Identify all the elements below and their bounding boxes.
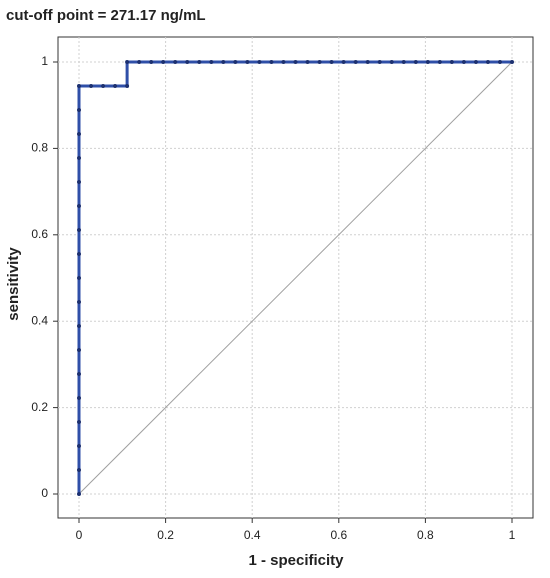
roc-point [185, 60, 190, 64]
roc-point [77, 107, 81, 112]
roc-point [77, 276, 81, 280]
roc-point [209, 60, 214, 64]
y-tick-label: 0.2 [31, 400, 48, 414]
roc-point [77, 371, 81, 376]
roc-point [257, 60, 262, 64]
roc-point [77, 84, 81, 89]
y-tick-label: 0.6 [31, 227, 48, 241]
roc-point [510, 60, 514, 64]
x-tick-label: 0.6 [330, 528, 347, 542]
roc-point [461, 60, 466, 64]
roc-point [425, 60, 430, 64]
roc-point [125, 60, 130, 64]
x-axis-label: 1 - specificity [248, 552, 344, 569]
reference-line [78, 61, 513, 495]
roc-point [77, 419, 81, 424]
roc-point [485, 60, 490, 64]
x-tick-label: 0.2 [157, 528, 174, 542]
y-axis-label: sensitivity [5, 247, 22, 321]
roc-point [389, 60, 394, 64]
roc-point [245, 60, 250, 64]
roc-point [101, 84, 106, 89]
roc-point [77, 492, 81, 496]
roc-point [137, 60, 142, 64]
roc-point [353, 60, 358, 64]
roc-point [365, 60, 370, 64]
roc-point [341, 60, 346, 64]
roc-point [77, 467, 81, 472]
roc-point [281, 60, 286, 64]
roc-point [473, 60, 478, 64]
roc-point [197, 60, 202, 64]
roc-point [293, 60, 298, 64]
roc-point [497, 60, 502, 64]
roc-point [113, 84, 118, 89]
y-tick-label: 0.8 [31, 141, 48, 155]
x-tick-label: 0.4 [244, 528, 261, 542]
roc-point [77, 203, 81, 208]
roc-point [77, 323, 81, 328]
roc-point [125, 84, 130, 89]
y-tick-label: 0.4 [31, 313, 48, 327]
roc-point [77, 155, 81, 160]
roc-point [89, 84, 94, 89]
x-tick-label: 1 [509, 528, 516, 542]
roc-point [77, 228, 81, 233]
roc-point [161, 60, 166, 64]
y-tick-label: 1 [41, 54, 48, 68]
roc-point [449, 60, 454, 64]
chart-title: cut-off point = 271.17 ng/mL [6, 7, 206, 24]
roc-point [77, 132, 81, 137]
roc-point [413, 60, 418, 64]
roc-point [233, 60, 238, 64]
roc-point [77, 444, 81, 449]
roc-point [401, 60, 406, 64]
roc-point [377, 60, 382, 64]
roc-point [77, 396, 81, 401]
y-tick-label: 0 [41, 486, 48, 500]
roc-point [77, 300, 81, 305]
x-tick-label: 0 [76, 528, 83, 542]
roc-point [149, 60, 154, 64]
roc-point [269, 60, 274, 64]
roc-point [221, 60, 226, 64]
plot-frame [57, 36, 534, 519]
roc-point [329, 60, 334, 64]
roc-point [437, 60, 442, 64]
roc-point [305, 60, 310, 64]
roc-point [173, 60, 178, 64]
roc-point [77, 348, 81, 353]
roc-point [77, 180, 81, 185]
roc-point [77, 251, 81, 256]
x-tick-label: 0.8 [417, 528, 434, 542]
roc-point [317, 60, 322, 64]
